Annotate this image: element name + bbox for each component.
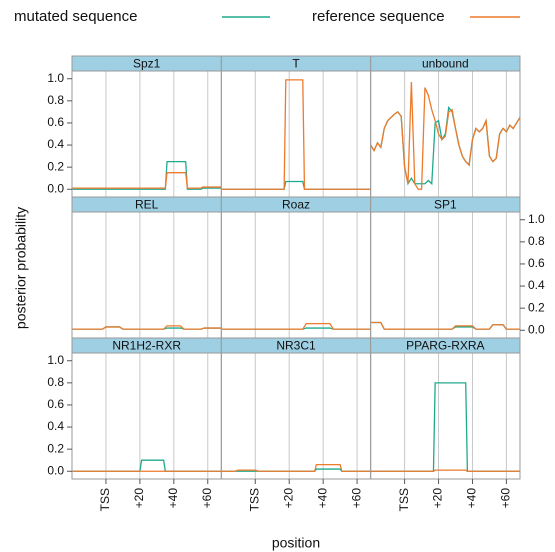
panel-title: REL [135, 198, 159, 212]
x-tick-label: +40 [166, 488, 180, 509]
panel-title: unbound [422, 57, 469, 71]
y-tick-label: 0.0 [47, 463, 64, 477]
x-tick-label: +20 [281, 488, 295, 509]
x-tick-label: +60 [200, 488, 214, 509]
panel-border [220, 70, 372, 198]
y-tick-label: 0.4 [47, 419, 64, 433]
panel-title: PPARG-RXRA [406, 339, 484, 353]
x-tick-label: TSS [247, 488, 261, 511]
x-axis-label: position [272, 535, 320, 551]
y-tick-label: 0.8 [47, 93, 64, 107]
panel-border [71, 70, 222, 198]
series-line [221, 180, 371, 190]
series-line [221, 322, 371, 330]
y-tick-label: 0.8 [528, 234, 545, 248]
panel-border [71, 211, 222, 339]
y-tick-label: 1.0 [528, 212, 545, 226]
y-tick-label: 1.0 [47, 71, 64, 85]
y-tick-label: 0.4 [528, 278, 545, 292]
series-line [72, 325, 222, 330]
panel-border [220, 211, 372, 339]
x-tick-label: +40 [465, 488, 479, 509]
series-line [370, 82, 521, 190]
y-tick-label: 0.0 [528, 322, 545, 336]
x-tick-label: +20 [431, 488, 445, 509]
x-tick-label: +60 [349, 488, 363, 509]
series-line [72, 160, 222, 190]
x-tick-label: TSS [98, 488, 112, 511]
legend-label: reference sequence [312, 8, 445, 25]
panel-title: NR3C1 [276, 339, 316, 353]
legend-label: mutated sequence [14, 8, 137, 25]
x-tick-label: +60 [499, 488, 513, 509]
panel-title: Roaz [282, 198, 310, 212]
y-tick-label: 0.6 [47, 397, 64, 411]
series-line [370, 321, 520, 330]
y-tick-label: 0.8 [47, 375, 64, 389]
panel-title: Spz1 [133, 57, 161, 71]
series-line [370, 382, 520, 472]
series-line [72, 459, 222, 472]
y-tick-label: 0.4 [47, 137, 64, 151]
y-tick-label: 0.0 [47, 181, 64, 195]
y-tick-label: 0.2 [47, 159, 64, 173]
series-line [221, 463, 371, 472]
panel-border [370, 352, 521, 480]
series-line [370, 321, 520, 330]
panel-border [220, 352, 372, 480]
series-line [221, 79, 371, 190]
panel-title: SP1 [434, 198, 457, 212]
x-tick-label: +20 [132, 488, 146, 509]
panel-title: T [292, 57, 300, 71]
y-axis-label: posterior probability [13, 207, 29, 329]
panel-border [370, 211, 521, 339]
x-tick-label: +40 [315, 488, 329, 509]
y-tick-label: 0.6 [528, 256, 545, 270]
panel-title: NR1H2-RXR [112, 339, 181, 353]
series-line [370, 469, 520, 472]
series-line [72, 172, 222, 189]
y-tick-label: 0.6 [47, 115, 64, 129]
y-tick-label: 0.2 [47, 441, 64, 455]
x-tick-label: TSS [397, 488, 411, 511]
y-tick-label: 1.0 [47, 353, 64, 367]
y-tick-label: 0.2 [528, 300, 545, 314]
